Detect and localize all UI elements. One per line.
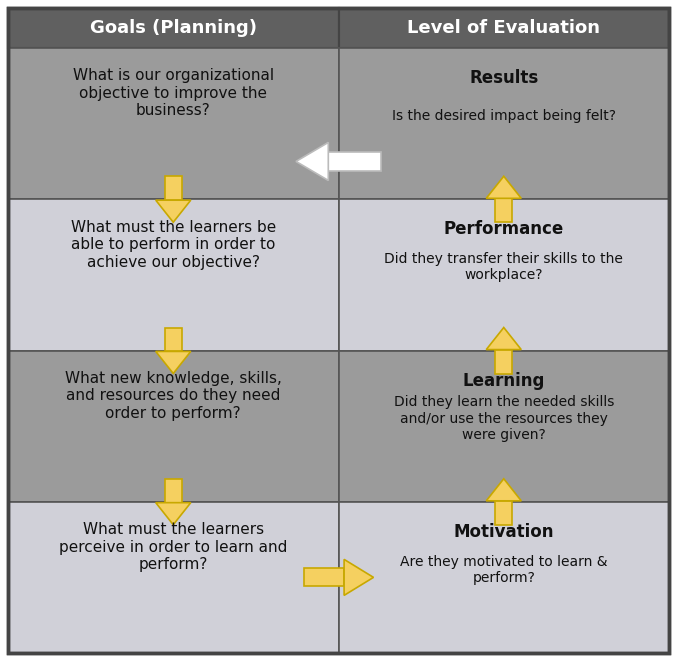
Bar <box>8 350 338 502</box>
Bar <box>303 568 344 586</box>
Text: Are they motivated to learn &
perform?: Are they motivated to learn & perform? <box>400 555 607 585</box>
Bar <box>338 199 669 350</box>
Text: Is the desired impact being felt?: Is the desired impact being felt? <box>392 109 616 123</box>
Bar <box>8 502 338 653</box>
Bar <box>496 198 512 222</box>
Text: What new knowledge, skills,
and resources do they need
order to perform?: What new knowledge, skills, and resource… <box>65 371 282 421</box>
Bar <box>338 350 669 502</box>
Text: Results: Results <box>469 69 538 87</box>
Bar <box>496 350 512 373</box>
Text: Learning: Learning <box>462 371 545 390</box>
Polygon shape <box>156 352 191 373</box>
Text: What must the learners be
able to perform in order to
achieve our objective?: What must the learners be able to perfor… <box>70 219 276 270</box>
Polygon shape <box>486 176 521 198</box>
Bar <box>165 176 181 200</box>
Text: Level of Evaluation: Level of Evaluation <box>408 19 600 37</box>
Bar <box>338 502 669 653</box>
Bar <box>165 327 181 352</box>
Text: Goals (Planning): Goals (Planning) <box>90 19 257 37</box>
Text: Performance: Performance <box>443 221 564 239</box>
Bar <box>338 48 669 199</box>
Text: Did they transfer their skills to the
workplace?: Did they transfer their skills to the wo… <box>385 253 624 282</box>
Bar <box>328 152 381 171</box>
Bar <box>165 479 181 502</box>
Polygon shape <box>486 479 521 501</box>
Bar <box>8 199 338 350</box>
Bar <box>8 48 338 199</box>
Bar <box>8 8 338 48</box>
Bar <box>338 8 669 48</box>
Text: What must the learners
perceive in order to learn and
perform?: What must the learners perceive in order… <box>59 522 288 572</box>
Polygon shape <box>486 327 521 350</box>
Polygon shape <box>156 200 191 222</box>
Polygon shape <box>344 559 374 596</box>
Text: What is our organizational
objective to improve the
business?: What is our organizational objective to … <box>72 69 274 118</box>
Text: Motivation: Motivation <box>454 523 554 541</box>
Bar <box>496 501 512 525</box>
Text: Did they learn the needed skills
and/or use the resources they
were given?: Did they learn the needed skills and/or … <box>393 395 614 442</box>
Polygon shape <box>156 502 191 525</box>
Polygon shape <box>296 142 328 180</box>
